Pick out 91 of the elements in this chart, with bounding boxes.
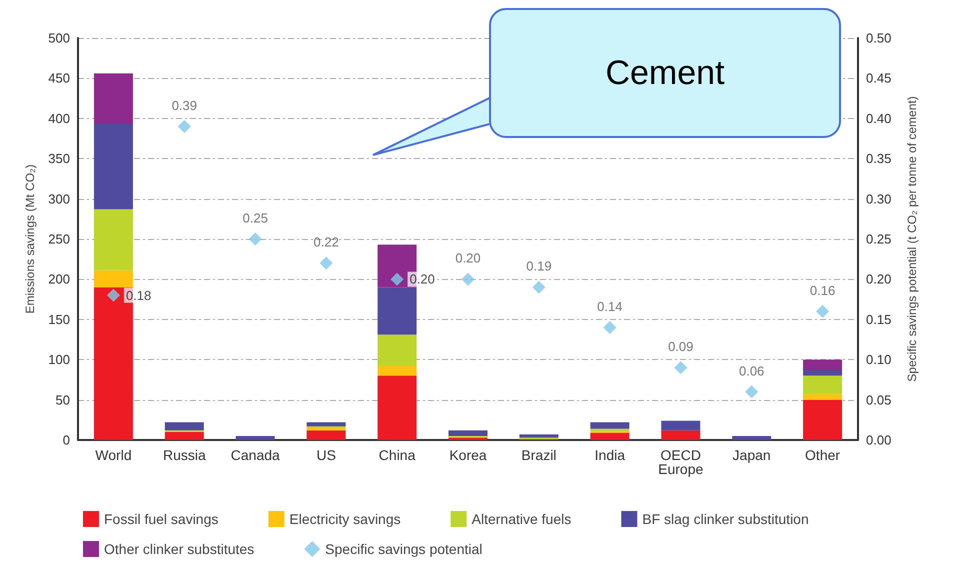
data-label: 0.19 xyxy=(526,258,552,274)
x-tick-label: Japan xyxy=(732,447,771,463)
point xyxy=(390,272,404,286)
bar xyxy=(590,422,630,429)
y-tick-label: 100 xyxy=(48,352,70,368)
bar xyxy=(803,394,842,400)
data-label: 0.20 xyxy=(455,250,481,266)
point xyxy=(816,304,830,318)
data-label: 0.16 xyxy=(810,282,836,298)
legend-label: Electricity savings xyxy=(289,511,401,527)
y2-axis-title: Specific savings potential (t CO₂ per tonne of cement) xyxy=(905,96,919,382)
bar xyxy=(306,428,346,430)
point xyxy=(532,280,546,294)
bar xyxy=(306,430,346,440)
data-label: 0.06 xyxy=(738,363,764,378)
bar xyxy=(94,73,133,124)
bar xyxy=(590,428,630,432)
y2-tick-label: 0.15 xyxy=(866,312,892,327)
bar xyxy=(236,436,275,440)
y-tick-label: 50 xyxy=(56,392,70,408)
y2-tick-label: 0.05 xyxy=(866,392,892,408)
data-label: 0.22 xyxy=(314,234,339,250)
y2-tick-label: 0.30 xyxy=(866,191,892,206)
bar xyxy=(164,432,204,440)
legend-label: Alternative fuels xyxy=(472,511,572,527)
y-tick-label: 350 xyxy=(48,151,70,166)
point xyxy=(178,120,191,133)
y-tick-label: 400 xyxy=(48,110,70,126)
data-label: 0.14 xyxy=(597,298,622,314)
x-tick-label: Other xyxy=(805,447,840,463)
bar xyxy=(803,376,842,394)
bar xyxy=(378,287,417,335)
data-label: 0.18 xyxy=(126,288,152,303)
y2-tick-label: 0.20 xyxy=(866,272,892,287)
bar xyxy=(448,430,488,436)
legend-label: Other clinker substitutes xyxy=(104,541,254,557)
bar xyxy=(661,420,700,430)
y2-tick-label: 0.25 xyxy=(866,232,892,246)
data-label: 0.25 xyxy=(242,210,268,226)
x-tick-label: Canada xyxy=(230,447,280,463)
bar xyxy=(590,432,630,440)
x-tick-label: Brazil xyxy=(521,447,556,463)
x-tick-label: OECD Europe xyxy=(658,447,704,477)
bar xyxy=(94,270,133,288)
point xyxy=(248,232,262,246)
y-tick-label: 300 xyxy=(48,191,70,206)
bar xyxy=(378,334,417,366)
data-label: 0.39 xyxy=(172,98,198,113)
bar xyxy=(94,209,133,270)
point xyxy=(674,361,688,374)
y-axis-title: Emissions savings (Mt CO₂) xyxy=(23,164,37,314)
y2-tick-label: 0.40 xyxy=(866,110,892,126)
x-tick-label: World xyxy=(95,447,132,463)
y-tick-label: 500 xyxy=(48,30,70,46)
x-tick-label: India xyxy=(594,447,626,463)
bar xyxy=(803,370,842,376)
y-tick-label: 0 xyxy=(62,432,70,448)
data-label: 0.20 xyxy=(410,272,435,287)
y2-tick-label: 0.35 xyxy=(866,151,892,166)
y2-tick-label: 0.45 xyxy=(866,70,892,86)
y2-tick-label: 0.00 xyxy=(866,432,892,448)
y-tick-label: 450 xyxy=(48,70,70,86)
legend-label: BF slag clinker substitution xyxy=(642,511,809,527)
y-tick-label: 250 xyxy=(48,232,70,246)
annotation: Cement xyxy=(490,9,840,137)
point xyxy=(603,320,616,334)
bar xyxy=(803,360,842,370)
legend-label: Fossil fuel savings xyxy=(104,511,218,527)
y-tick-label: 200 xyxy=(48,272,70,287)
bar xyxy=(519,434,558,438)
y2-tick-label: 0.50 xyxy=(866,30,892,46)
x-tick-label: Russia xyxy=(162,447,206,463)
x-tick-label: Korea xyxy=(449,447,487,463)
legend-label: Specific savings potential xyxy=(325,541,482,557)
point xyxy=(320,256,333,270)
y-tick-label: 150 xyxy=(48,312,70,327)
bar xyxy=(94,124,133,210)
y2-tick-label: 0.10 xyxy=(866,352,892,368)
data-label: 0.09 xyxy=(668,339,694,354)
bar xyxy=(661,430,700,440)
bar xyxy=(378,366,417,376)
bar xyxy=(306,422,346,426)
bar xyxy=(378,376,417,440)
x-tick-label: US xyxy=(316,447,336,463)
bar xyxy=(164,422,204,430)
x-tick-label: China xyxy=(378,447,416,463)
bar xyxy=(803,400,842,440)
point xyxy=(745,385,758,398)
point xyxy=(462,272,474,286)
point xyxy=(106,288,120,302)
bar xyxy=(732,436,772,440)
